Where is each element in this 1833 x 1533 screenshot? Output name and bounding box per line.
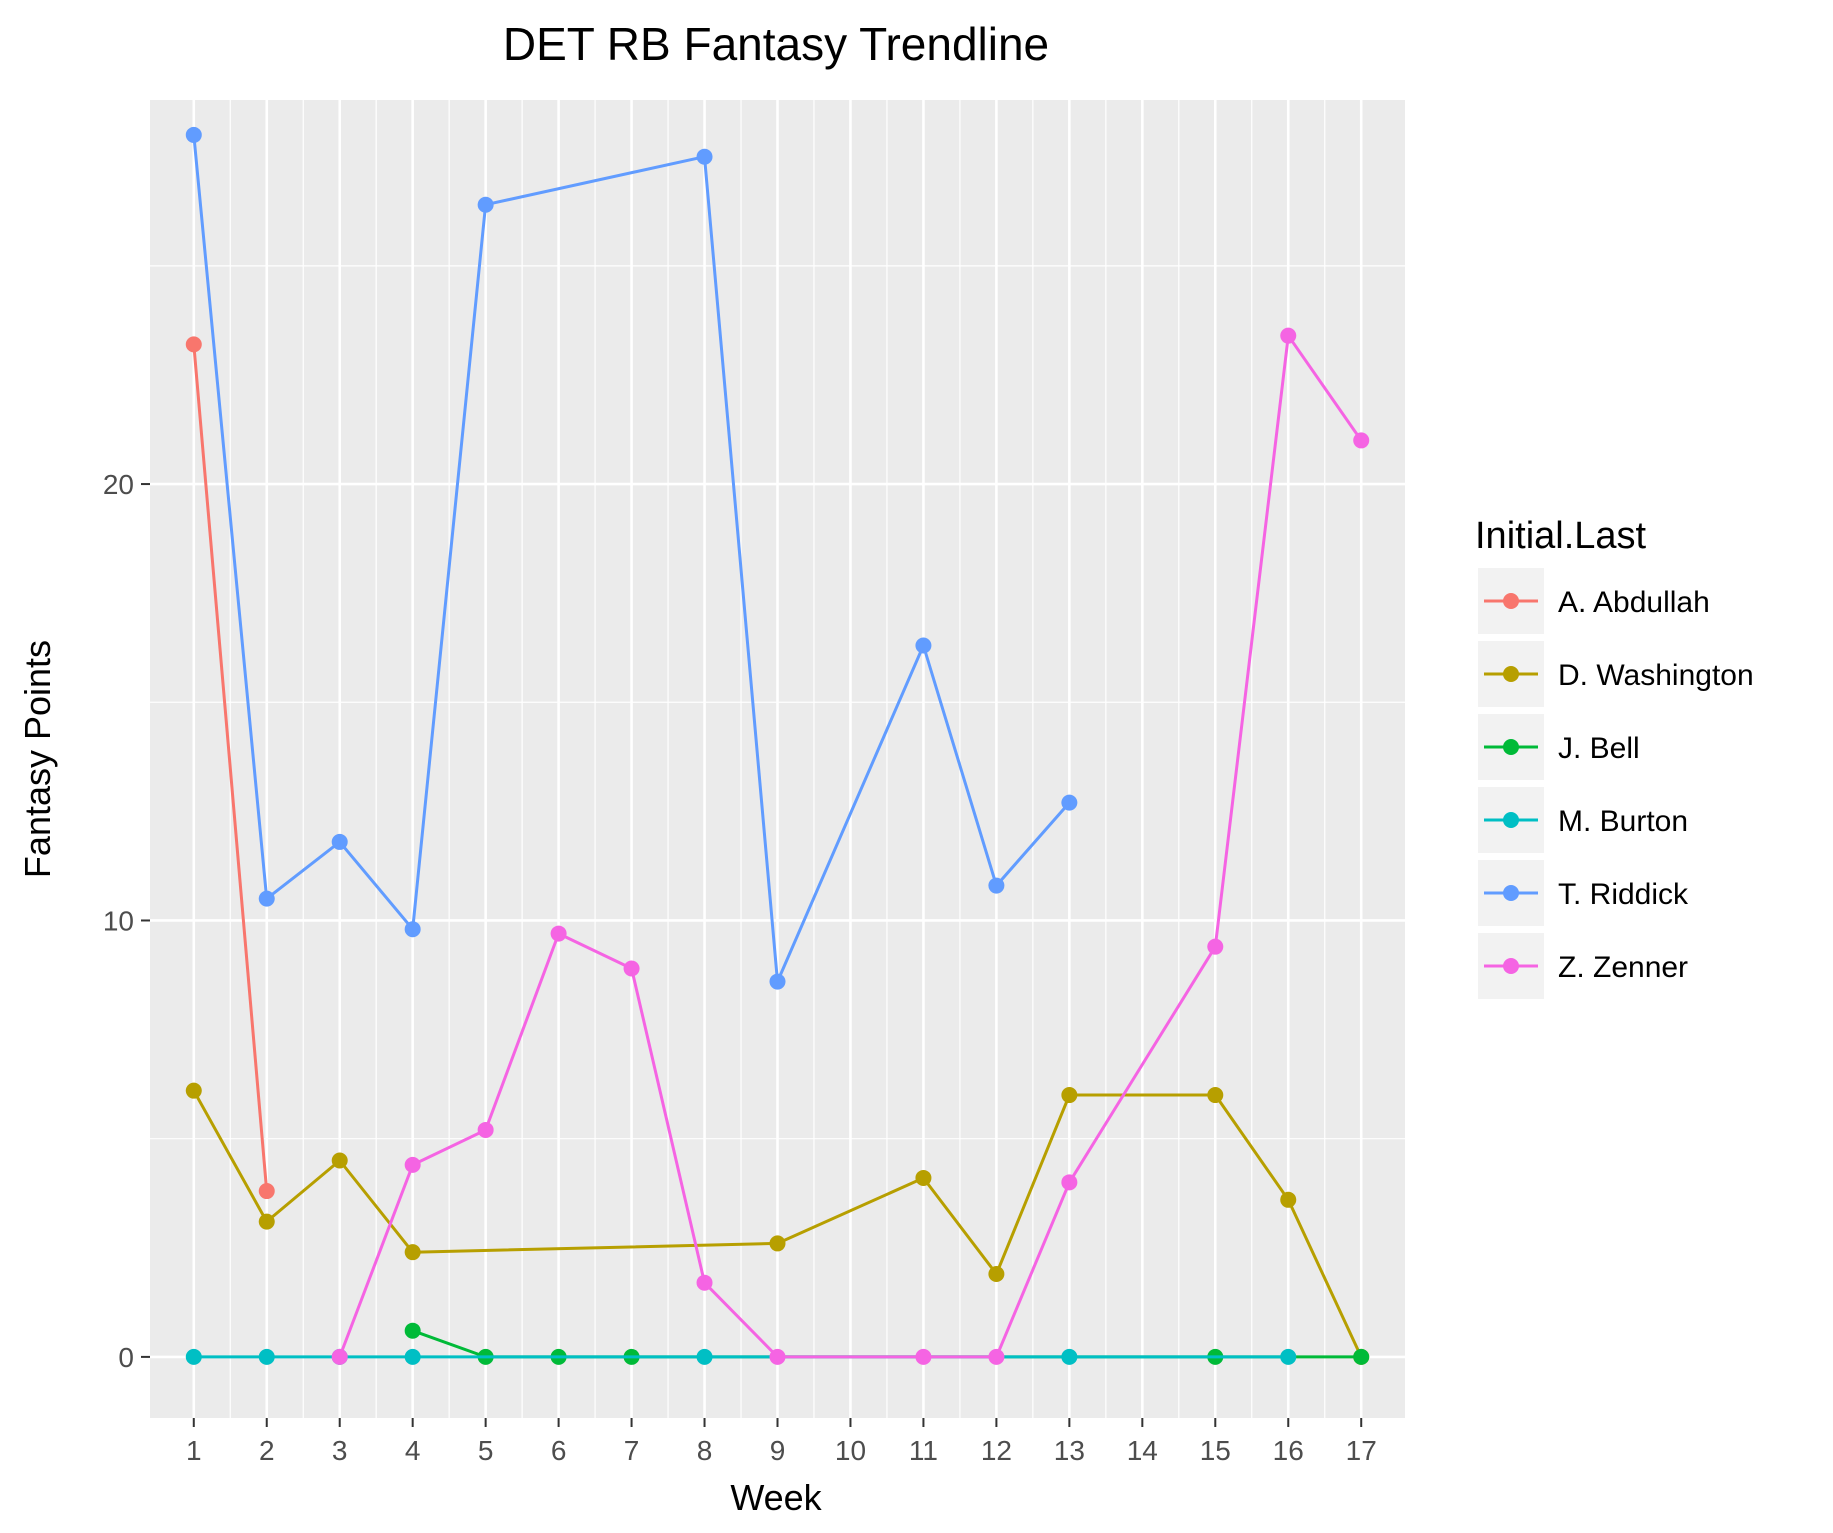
x-tick-label: 3 [332,1435,348,1466]
chart-title: DET RB Fantasy Trendline [503,18,1049,70]
legend-key-point [1503,593,1519,609]
legend-item-z-zenner: Z. Zenner [1478,933,1688,999]
data-point-z-zenner [769,1348,786,1365]
data-point-d-washington [1061,1087,1078,1104]
data-point-t-riddick [988,877,1005,894]
x-tick-label: 6 [551,1435,567,1466]
data-point-z-zenner [915,1348,932,1365]
series-line-a-abdullah [192,344,269,1192]
legend-item-m-burton: M. Burton [1478,787,1688,853]
data-point-d-washington [1280,1191,1297,1208]
legend-item-d-washington: D. Washington [1478,641,1754,707]
x-tick-label: 10 [835,1435,866,1466]
data-point-z-zenner [404,1156,421,1173]
legend-label: J. Bell [1558,732,1640,765]
data-point-d-washington [331,1152,348,1169]
x-tick-label: 8 [697,1435,713,1466]
data-point-z-zenner [477,1121,494,1138]
data-point-j-bell [404,1322,421,1339]
x-tick-label: 4 [405,1435,421,1466]
data-point-z-zenner [1207,938,1224,955]
data-point-z-zenner [696,1274,713,1291]
data-point-d-washington [988,1265,1005,1282]
y-tick-label: 20 [103,469,134,500]
x-tick-label: 17 [1346,1435,1377,1466]
series-line-t-riddick [192,134,1071,984]
data-point-t-riddick [1061,794,1078,811]
x-tick-label: 13 [1054,1435,1085,1466]
data-point-d-washington [258,1213,275,1230]
data-point-m-burton [185,1348,202,1365]
legend-item-j-bell: J. Bell [1478,714,1640,780]
x-tick-label: 14 [1127,1435,1158,1466]
legend-key-point [1503,885,1519,901]
data-point-j-bell [1353,1348,1370,1365]
legend-label: A. Abdullah [1558,586,1710,619]
legend-label: T. Riddick [1558,878,1689,911]
x-tick-label: 1 [186,1435,202,1466]
data-point-d-washington [769,1235,786,1252]
y-axis-title: Fantasy Points [17,640,58,878]
data-point-m-burton [1280,1348,1297,1365]
x-tick-label: 2 [259,1435,275,1466]
data-point-z-zenner [988,1348,1005,1365]
data-point-t-riddick [404,921,421,938]
x-axis-title: Week [730,1477,822,1518]
data-point-z-zenner [550,925,567,942]
x-tick-label: 12 [981,1435,1012,1466]
legend-label: D. Washington [1558,659,1754,692]
y-tick-label: 0 [118,1342,134,1373]
data-point-z-zenner [623,960,640,977]
data-point-m-burton [258,1348,275,1365]
x-tick-label: 15 [1200,1435,1231,1466]
legend-key-point [1503,739,1519,755]
x-tick-label: 5 [478,1435,494,1466]
data-point-t-riddick [331,833,348,850]
data-point-d-washington [1207,1087,1224,1104]
data-point-t-riddick [769,973,786,990]
x-tick-label: 9 [770,1435,786,1466]
data-point-m-burton [696,1348,713,1365]
legend-label: M. Burton [1558,805,1688,838]
data-point-t-riddick [258,890,275,907]
data-point-t-riddick [696,148,713,165]
x-tick-label: 11 [909,1435,938,1466]
data-point-a-abdullah [185,336,202,353]
data-point-z-zenner [331,1348,348,1365]
x-tick-label: 16 [1273,1435,1304,1466]
legend-item-t-riddick: T. Riddick [1478,860,1689,926]
data-point-d-washington [185,1082,202,1099]
legend-items: A. Abdullah D. Washington J. Bell M. Burton… [1478,568,1754,999]
data-point-t-riddick [915,637,932,654]
data-point-t-riddick [477,196,494,213]
data-point-a-abdullah [258,1183,275,1200]
data-point-z-zenner [1061,1174,1078,1191]
legend-title: Initial.Last [1475,515,1647,557]
data-point-d-washington [404,1244,421,1261]
legend-key-point [1503,812,1519,828]
legend-key-point [1503,666,1519,682]
legend: Initial.Last A. Abdullah D. Washington J. … [1475,515,1754,999]
data-point-z-zenner [1280,327,1297,344]
data-point-t-riddick [185,126,202,143]
legend-key-point [1503,958,1519,974]
data-point-d-washington [915,1169,932,1186]
series-layer [185,126,1370,1365]
x-tick-label: 7 [624,1435,640,1466]
data-point-m-burton [1061,1348,1078,1365]
legend-item-a-abdullah: A. Abdullah [1478,568,1710,634]
legend-label: Z. Zenner [1558,951,1688,984]
y-tick-label: 10 [103,905,134,936]
data-point-m-burton [404,1348,421,1365]
data-point-z-zenner [1353,432,1370,449]
